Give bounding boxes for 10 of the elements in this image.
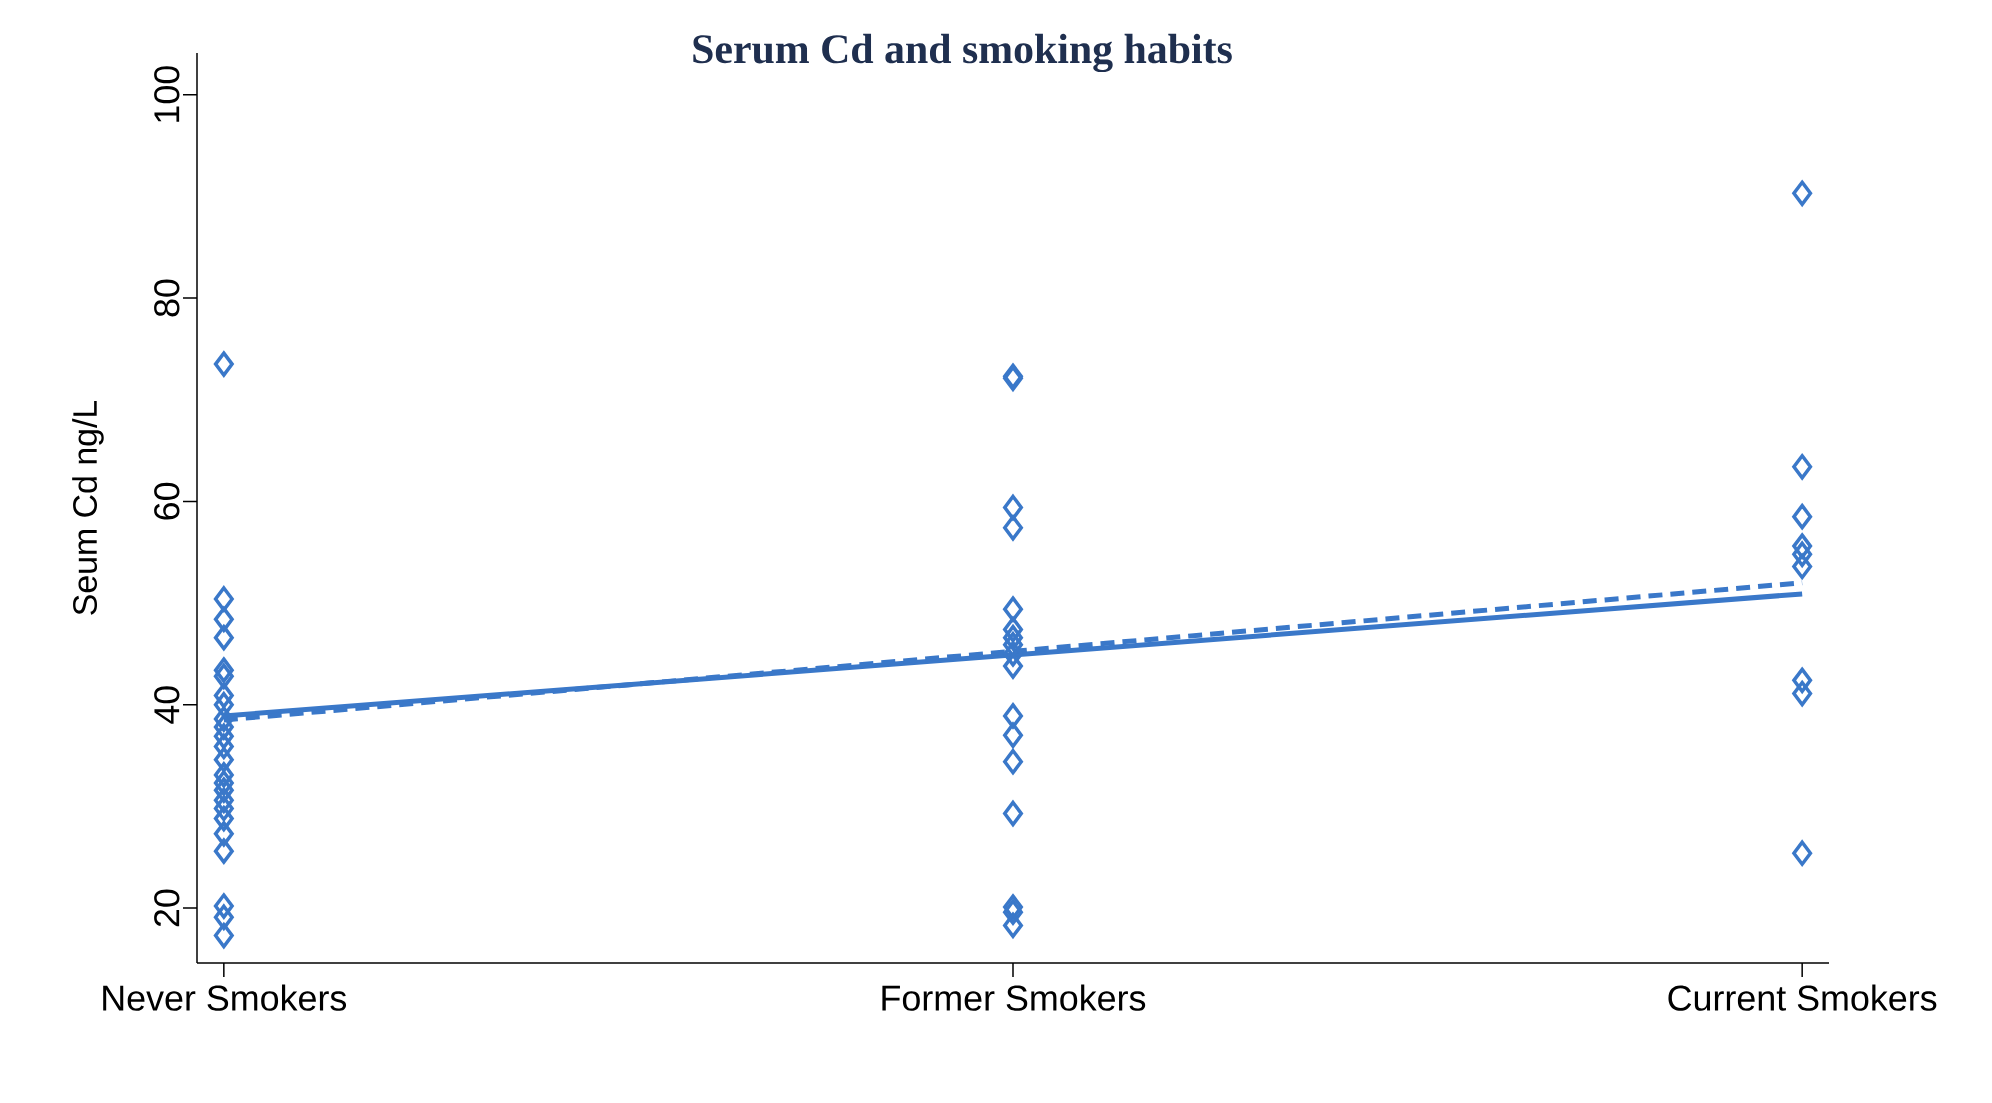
- x-tick-label: Former Smokers: [882, 984, 1146, 1011]
- y-tick-label: 80: [154, 279, 180, 317]
- chart-title: Serum Cd and smoking habits: [693, 33, 1232, 73]
- y-tick-label: 40: [154, 686, 180, 724]
- x-tick-label: Current Smokers: [1668, 984, 1937, 1011]
- y-tick-label: 60: [154, 482, 180, 520]
- y-tick-label: 20: [154, 889, 180, 927]
- y-axis-title: Seum Cd ng/L: [72, 400, 104, 615]
- x-tick-label: Never Smokers: [103, 984, 347, 1011]
- y-tick-label: 100: [154, 66, 180, 122]
